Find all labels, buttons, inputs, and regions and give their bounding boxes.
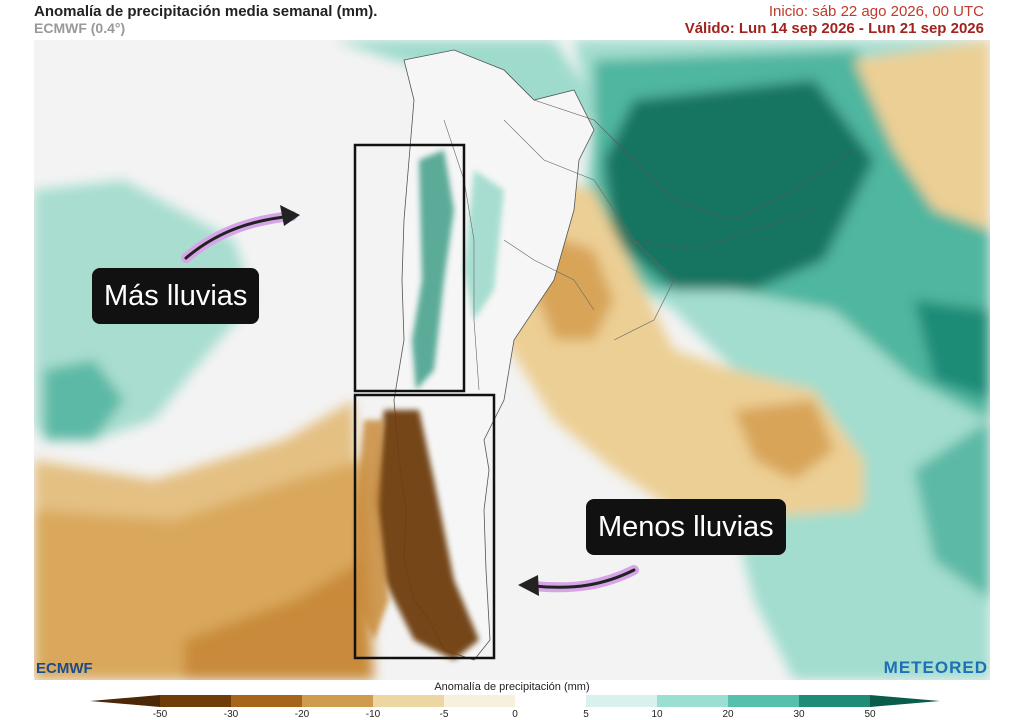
colorbar-segment [444, 695, 516, 707]
map-panel [34, 40, 990, 680]
model-label: ECMWF (0.4°) [34, 20, 126, 36]
init-time: Inicio: sáb 22 ago 2026, 00 UTC [768, 3, 984, 20]
arrow-more-rain [181, 205, 300, 263]
colorbar-tick-label: -50 [152, 709, 168, 720]
legend-title: Anomalía de precipitación (mm) [434, 681, 590, 693]
map-title: Anomalía de precipitación media semanal … [34, 3, 378, 20]
colorbar-high-arrow [870, 695, 940, 707]
ecmwf-logo: ECMWF [36, 660, 93, 677]
valid-period: Válido: Lun 14 sep 2026 - Lun 21 sep 202… [684, 20, 984, 37]
less-rain-label: Menos lluvias [586, 499, 786, 555]
colorbar-tick-label: 20 [722, 709, 734, 720]
colorbar-low-arrow [90, 695, 160, 707]
precipitation-map [34, 40, 990, 680]
colorbar-tick-label: -30 [223, 709, 239, 720]
colorbar-tick-label: -5 [439, 709, 449, 720]
more-rain-label: Más lluvias [92, 268, 260, 324]
south-box [353, 393, 496, 660]
landmass [354, 49, 855, 661]
colorbar-tick-label: 50 [864, 709, 876, 720]
colorbar-segment [302, 695, 374, 707]
colorbar-tick-label: -10 [365, 709, 381, 720]
arrow-less-rain [518, 565, 639, 596]
colorbar-tick-label: 5 [583, 709, 589, 720]
colorbar-segment [160, 695, 232, 707]
colorbar-tick-label: 0 [512, 709, 518, 720]
colorbar-segment [373, 695, 445, 707]
colorbar-segment [657, 695, 729, 707]
anomaly-field [34, 40, 990, 680]
colorbar-tick-label: 10 [651, 709, 663, 720]
colorbar [90, 695, 940, 707]
colorbar-segment [728, 695, 800, 707]
colorbar-tick-label: -20 [294, 709, 310, 720]
colorbar-tick-label: 30 [793, 709, 805, 720]
north-box [353, 143, 466, 393]
meteored-logo: METEORED [883, 658, 988, 677]
colorbar-segment [231, 695, 303, 707]
colorbar-segment [515, 695, 587, 707]
colorbar-segment [586, 695, 658, 707]
colorbar-segment [799, 695, 871, 707]
